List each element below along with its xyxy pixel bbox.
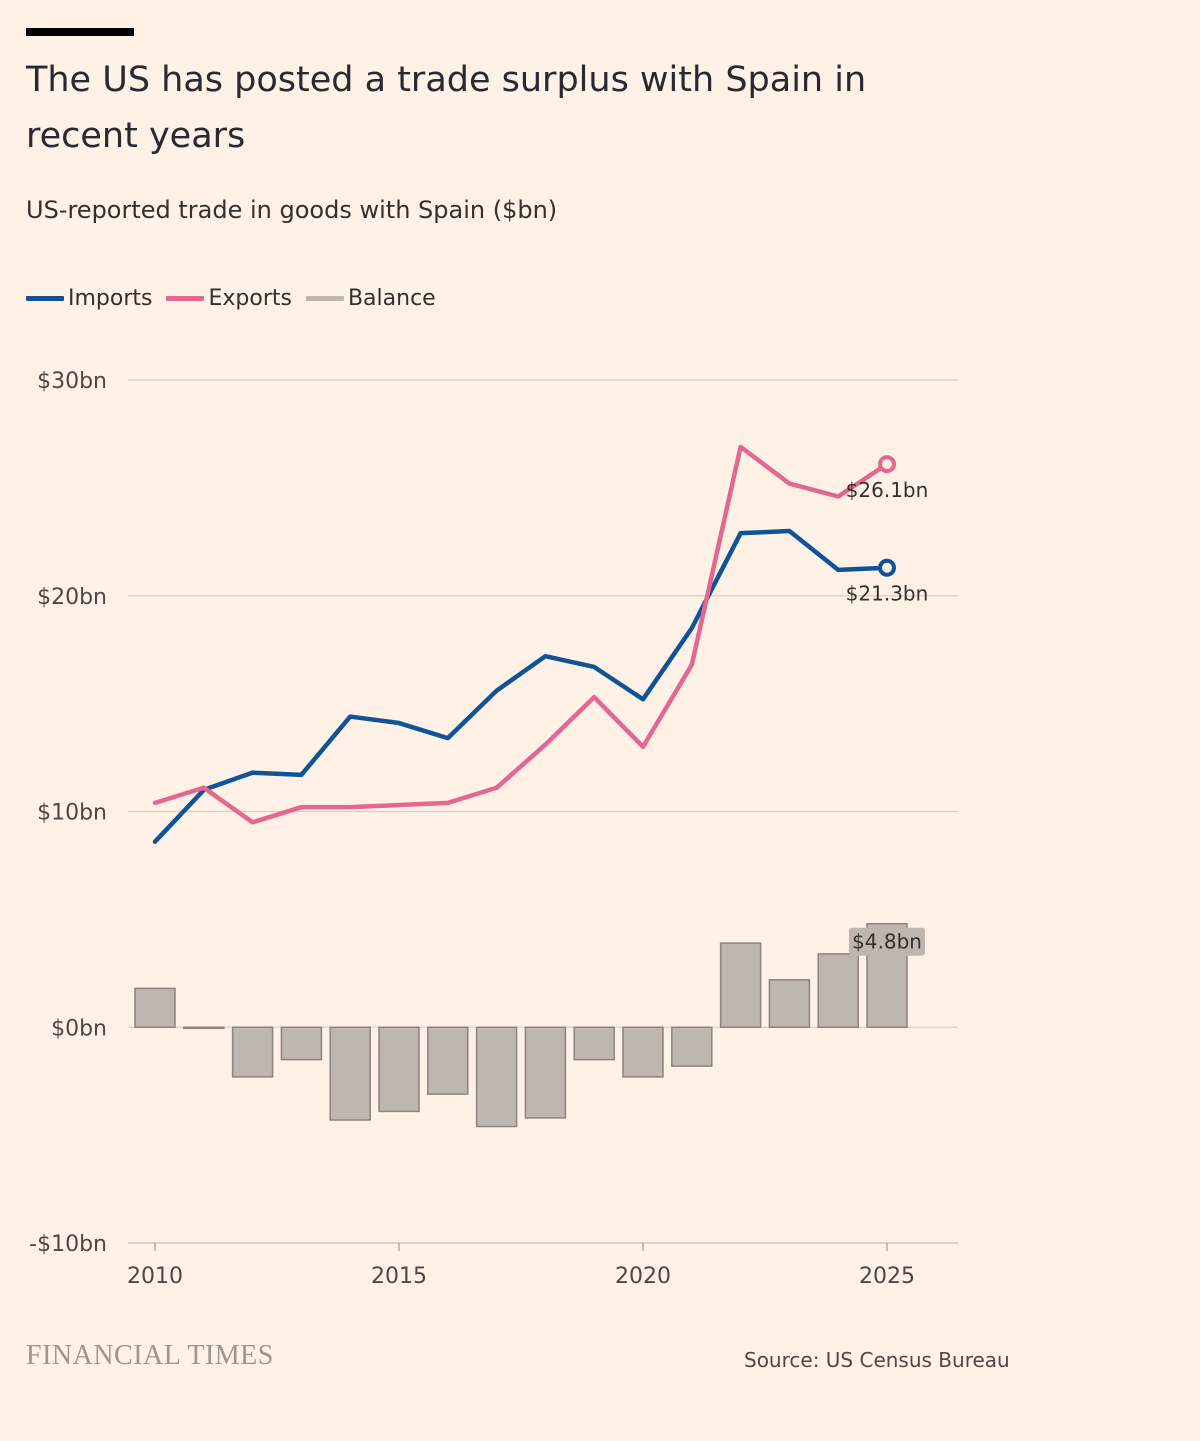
balance-bar-2016: [427, 1026, 469, 1095]
chart-plot: $30bn $20bn $10bn $0bn -$10bn 2010 2015 2020 202…: [29, 369, 958, 1289]
y-tick-label: $20bn: [37, 585, 107, 610]
top-accent-bar: [26, 28, 134, 36]
legend-label-exports: Exports: [208, 286, 292, 311]
imports-end-label: $21.3bn: [846, 582, 929, 606]
y-tick-label: $30bn: [37, 369, 107, 394]
balance-bar-2022: [719, 942, 762, 1028]
balance-bar-2021: [671, 1026, 713, 1067]
balance-bar-2023: [768, 979, 811, 1028]
y-tick-label: -$10bn: [29, 1232, 107, 1257]
legend-swatch-balance: [305, 296, 344, 301]
balance-bar-2024: [817, 953, 859, 1029]
exports-end-label: $26.1bn: [846, 478, 929, 502]
x-tick-label: 2015: [371, 1264, 427, 1289]
imports-line: [152, 528, 890, 844]
legend-label-balance: Balance: [347, 286, 436, 311]
balance-bar-2015: [378, 1026, 420, 1113]
legend-swatch-imports: [26, 296, 64, 301]
x-tick-label: 2010: [127, 1264, 183, 1289]
balance-bar-2018: [524, 1026, 567, 1119]
ft-logo: FINANCIAL TIMES: [26, 1340, 274, 1371]
legend-item-balance: Balance: [305, 286, 436, 311]
chart-subtitle: US-reported trade in goods with Spain ($…: [26, 196, 558, 224]
balance-bar-2020: [622, 1026, 664, 1078]
y-tick-label: $0bn: [51, 1016, 107, 1041]
source-note: Source: US Census Bureau: [744, 1348, 1010, 1372]
balance-bar-2013: [280, 1026, 323, 1061]
legend-swatch-exports: [166, 296, 205, 301]
balance-bar-2014: [329, 1026, 371, 1121]
chart-title: The US has posted a trade surplus with S…: [26, 60, 867, 156]
legend: Imports Exports Balance: [26, 286, 450, 311]
x-tick-label: 2020: [615, 1264, 671, 1289]
y-tick-label: $10bn: [37, 801, 107, 826]
exports-line: [152, 444, 890, 825]
imports-end-marker: [878, 558, 896, 577]
balance-bar-2011: [183, 1026, 225, 1030]
balance-bar-2017: [475, 1026, 518, 1128]
balance-bar-2012: [231, 1026, 274, 1078]
balance-end-label: $4.8bn: [852, 930, 922, 954]
balance-bar-2019: [573, 1026, 615, 1061]
exports-end-marker: [878, 455, 896, 474]
legend-item-exports: Exports: [166, 286, 292, 311]
legend-item-imports: Imports: [26, 286, 152, 311]
balance-label-bg: [849, 927, 925, 956]
x-tick-label: 2025: [859, 1264, 915, 1289]
legend-label-imports: Imports: [68, 286, 153, 311]
balance-bar-2010: [134, 987, 176, 1028]
